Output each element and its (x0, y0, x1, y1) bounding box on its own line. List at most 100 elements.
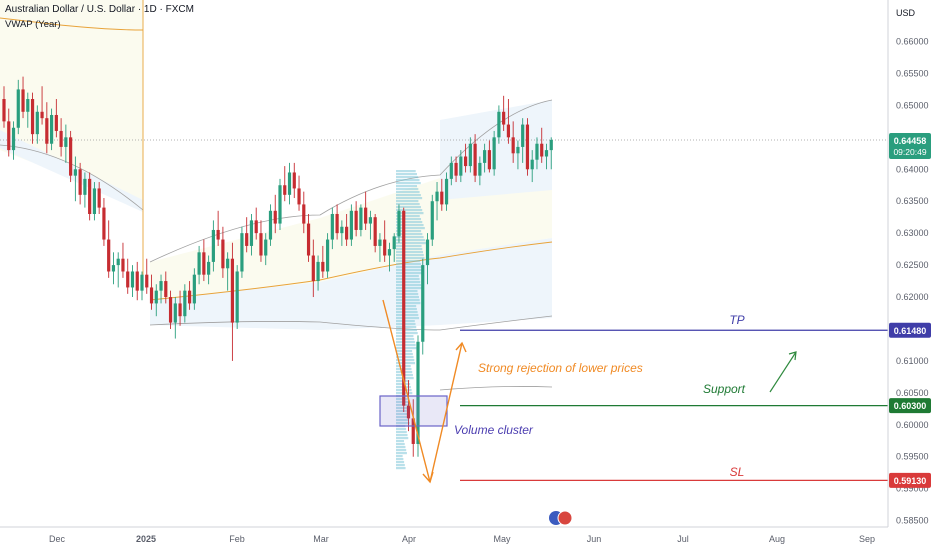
volume-profile-bar (396, 179, 420, 182)
candle-body (202, 252, 206, 275)
candle-body (402, 210, 406, 406)
candle-body (354, 210, 358, 230)
volume-profile-bar (396, 203, 420, 206)
volume-profile-bar (396, 266, 422, 269)
projection-arrow-line (769, 351, 797, 393)
candle-body (302, 204, 306, 224)
candle-body (221, 239, 225, 269)
candle-body (278, 185, 282, 224)
volume-profile-bar (396, 200, 419, 203)
x-tick-label: Jul (677, 534, 689, 544)
candle-body (135, 271, 139, 291)
volume-profile-bar (396, 239, 425, 242)
candle-body (492, 137, 496, 170)
volume-profile-bar (396, 212, 424, 215)
volume-profile-bar (396, 191, 420, 194)
volume-profile-bar (396, 299, 420, 302)
volume-profile-bar (396, 293, 419, 296)
candle-body (378, 239, 382, 246)
vwap-line-1 (0, 17, 144, 31)
candle-body (544, 150, 549, 157)
candle-body (69, 137, 73, 176)
candle-body (416, 341, 420, 444)
candle-body (311, 255, 315, 282)
candle-body (330, 213, 334, 240)
volume-profile-bar (396, 257, 425, 260)
indicator-label: VWAP (Year) (5, 19, 61, 30)
candle-body (45, 118, 49, 144)
candle-body (197, 252, 201, 275)
volume-profile-bar (396, 422, 410, 425)
volume-profile-bar (396, 215, 420, 218)
candle-body (283, 185, 287, 195)
volume-profile-bar (396, 434, 408, 437)
volume-profile-bar (396, 269, 423, 272)
volume-profile-bar (396, 284, 422, 287)
volume-profile-bar (396, 242, 426, 245)
y-tick-label: 0.64000 (896, 164, 929, 174)
volume-profile-bar (396, 419, 409, 422)
candle-body (187, 290, 192, 304)
volume-profile-bar (396, 206, 421, 209)
candle-body (459, 156, 463, 176)
y-tick-label: 0.60000 (896, 420, 929, 430)
x-tick-label: Mar (313, 534, 329, 544)
volume-profile-bar (396, 341, 415, 344)
candle-body (430, 201, 434, 240)
candle-body (78, 169, 82, 195)
candle-body (349, 210, 353, 240)
candle-body (368, 217, 373, 224)
volume-profile-bar (396, 170, 416, 173)
volume-profile-bar (396, 467, 406, 470)
candle-body (397, 210, 401, 237)
y-tick-label: 0.65500 (896, 68, 929, 78)
volume-profile-bar (396, 230, 422, 233)
candle-body (387, 249, 392, 256)
volume-profile-bar (396, 218, 422, 221)
volume-profile-bar (396, 245, 422, 248)
candle-body (435, 191, 439, 202)
volume-profile-bar (396, 455, 403, 458)
y-tick-label: 0.63500 (896, 196, 929, 206)
candle-body (440, 191, 444, 205)
candle-body (340, 226, 344, 234)
volume-profile-bar (396, 260, 421, 263)
candle-body (406, 405, 411, 419)
volume-profile-bar (396, 233, 423, 236)
volume-profile-bar (396, 437, 409, 440)
candle-body (183, 290, 187, 317)
candle-body (254, 220, 258, 234)
volume-profile-bar (396, 194, 421, 197)
candle-body (335, 213, 339, 234)
y-tick-label: 0.62000 (896, 292, 929, 302)
x-tick-label: Dec (49, 534, 66, 544)
volume-profile-bar (396, 251, 424, 254)
candle-body (107, 239, 111, 272)
candle-body (192, 274, 196, 304)
vwap-band-lower-fill-2 (150, 238, 552, 330)
candle-body (297, 188, 301, 205)
projection-arrow-head (788, 351, 797, 361)
y-tick-label: 0.61000 (896, 356, 929, 366)
candle-body (425, 239, 430, 266)
price-tag-label: 0.61480 (894, 326, 927, 336)
candle-body (525, 124, 530, 170)
candle-body (97, 188, 101, 208)
candle-body (111, 265, 116, 272)
volume-profile-bar (396, 296, 419, 299)
candle-body (40, 111, 44, 119)
currency-label: USD (896, 8, 916, 18)
annotation-volume-cluster: Volume cluster (454, 423, 534, 437)
candle-body (502, 111, 506, 125)
volume-profile-bar (396, 332, 418, 335)
support-price-tag: 0.60300 (889, 398, 931, 414)
volume-profile-bar (396, 248, 423, 251)
price-axis-bg (888, 0, 932, 550)
candle-body (549, 139, 553, 151)
volume-profile-bar (396, 185, 418, 188)
candle-body (145, 274, 149, 288)
volume-profile-bar (396, 302, 421, 305)
